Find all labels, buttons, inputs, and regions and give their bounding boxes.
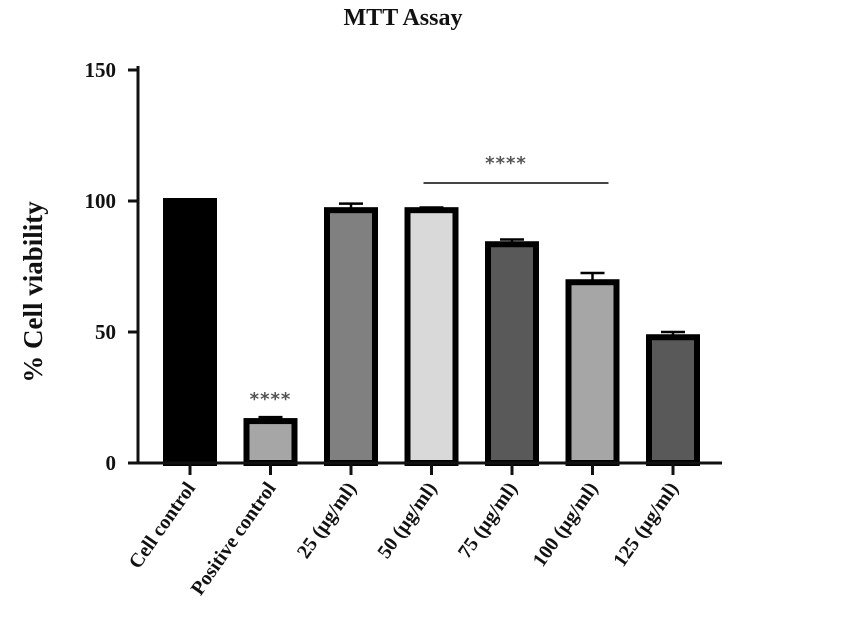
bar <box>485 241 539 466</box>
x-tick-label: 75 (µg/ml) <box>454 478 522 562</box>
bar <box>163 198 217 466</box>
x-tick-label: 50 (µg/ml) <box>373 478 441 562</box>
bar <box>404 207 459 466</box>
y-tick-label: 100 <box>85 189 117 213</box>
bar <box>243 418 298 466</box>
y-tick-label: 150 <box>85 58 117 82</box>
y-tick-label: 50 <box>95 320 116 344</box>
y-axis-ticks: 0 50 100 150 <box>85 58 138 475</box>
axes <box>136 66 722 465</box>
x-tick-label: 100 (µg/ml) <box>529 478 603 571</box>
x-tick-label: 25 (µg/ml) <box>293 478 361 562</box>
significance-label: **** <box>485 153 527 174</box>
bar <box>324 207 378 466</box>
bars <box>163 198 700 475</box>
significance-label: **** <box>250 389 292 410</box>
x-tick-label: Cell control <box>125 478 201 573</box>
chart-title: MTT Assay <box>344 5 463 31</box>
x-tick-label: 125 (µg/ml) <box>609 478 683 571</box>
x-tick-label: Positive control <box>187 478 281 599</box>
bar <box>565 279 620 466</box>
bar <box>646 334 700 466</box>
y-axis-label: % Cell viability <box>18 201 48 383</box>
y-tick-label: 0 <box>106 451 117 475</box>
significance-annotations: **** **** <box>250 153 609 410</box>
